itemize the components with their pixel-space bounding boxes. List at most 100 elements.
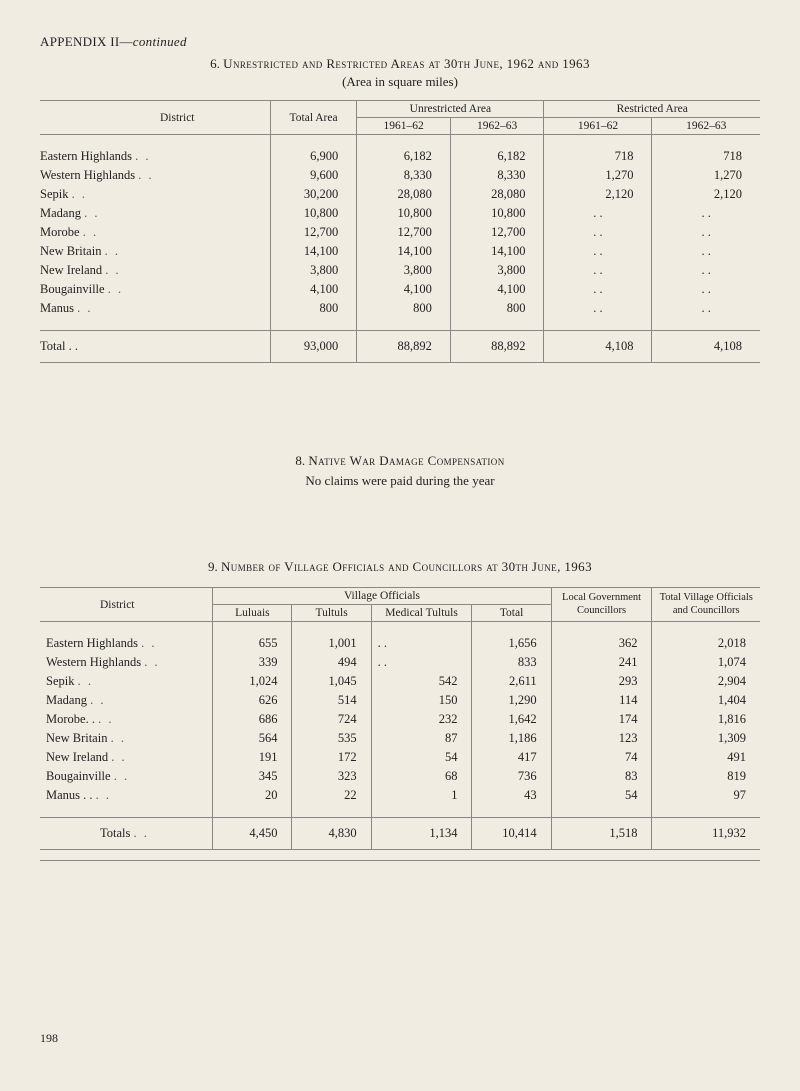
t6-total-area: 3,800 [270, 261, 356, 280]
t9-luluais: 626 [213, 691, 292, 710]
t9-total-village: 97 [652, 786, 760, 805]
table-row: Madang . .6265141501,2901141,404 [40, 691, 760, 710]
t9-total-medical: 1,134 [371, 818, 472, 850]
section-6-title: 6. Unrestricted and Restricted Areas at … [40, 56, 760, 72]
table-row: New Ireland . .1911725441774491 [40, 748, 760, 767]
t9-tultuls: 323 [292, 767, 371, 786]
t9-total: 417 [472, 748, 551, 767]
t9-row-label: Madang . . [40, 691, 213, 710]
t6-row-label: Western Highlands . . [40, 166, 270, 185]
t6-restricted-y2: 718 [652, 147, 760, 166]
t9-total: 43 [472, 786, 551, 805]
t9-total: 736 [472, 767, 551, 786]
t6-hd-unrestricted: Unrestricted Area [357, 101, 544, 118]
t6-restricted-y2: . . [652, 261, 760, 280]
table-row: Manus . . . .20221435497 [40, 786, 760, 805]
t6-unrestricted-y2: 14,100 [450, 242, 544, 261]
t9-total-village: 819 [652, 767, 760, 786]
t9-hd-district: District [40, 588, 213, 622]
t6-unrestricted-y1: 28,080 [357, 185, 451, 204]
t9-luluais: 1,024 [213, 672, 292, 691]
t9-medical: 87 [371, 729, 472, 748]
t6-hd-total-area: Total Area [270, 101, 356, 135]
t6-restricted-y2: . . [652, 280, 760, 299]
t9-row-label: Western Highlands . . [40, 653, 213, 672]
section-9-num: 9. [208, 559, 221, 574]
t9-tultuls: 514 [292, 691, 371, 710]
t9-total: 833 [472, 653, 551, 672]
t9-local-gov: 362 [551, 634, 652, 653]
t9-medical: 150 [371, 691, 472, 710]
t9-luluais: 345 [213, 767, 292, 786]
table-row: New Ireland . .3,8003,8003,800. .. . [40, 261, 760, 280]
t6-total-area: 6,900 [270, 147, 356, 166]
t9-hd-local-gov: Local Government Councillors [551, 588, 652, 622]
t6-total-area: 12,700 [270, 223, 356, 242]
table-row: Madang . .10,80010,80010,800. .. . [40, 204, 760, 223]
t6-total-r1: 4,108 [544, 331, 652, 363]
section-6-num: 6. [210, 56, 223, 71]
t9-local-gov: 174 [551, 710, 652, 729]
t9-total-row: Totals . .4,4504,8301,13410,4141,51811,9… [40, 818, 760, 850]
t6-unrestricted-y2: 28,080 [450, 185, 544, 204]
t9-medical: 68 [371, 767, 472, 786]
section-8: 8. Native War Damage Compensation No cla… [40, 453, 760, 489]
t6-total-area: 10,800 [270, 204, 356, 223]
t9-row-label: Bougainville . . [40, 767, 213, 786]
t9-total-total: 10,414 [472, 818, 551, 850]
t9-total: 1,642 [472, 710, 551, 729]
t6-restricted-y1: . . [544, 204, 652, 223]
t9-medical: . . [371, 634, 472, 653]
t6-restricted-y1: . . [544, 299, 652, 318]
t6-total-area: 4,100 [270, 280, 356, 299]
t9-local-gov: 241 [551, 653, 652, 672]
t6-restricted-y1: 718 [544, 147, 652, 166]
table-row: Bougainville . .3453236873683819 [40, 767, 760, 786]
t9-total-village: 11,932 [652, 818, 760, 850]
t9-row-label: Manus . . . . [40, 786, 213, 805]
t9-medical: . . [371, 653, 472, 672]
t6-unrestricted-y2: 12,700 [450, 223, 544, 242]
appendix-label: APPENDIX II— [40, 34, 133, 49]
table-row: New Britain . .14,10014,10014,100. .. . [40, 242, 760, 261]
t9-row-label: New Britain . . [40, 729, 213, 748]
t9-total-village: 1,816 [652, 710, 760, 729]
t6-total-area: 14,100 [270, 242, 356, 261]
t6-unrestricted-y1: 3,800 [357, 261, 451, 280]
table-row: Morobe . .12,70012,70012,700. .. . [40, 223, 760, 242]
table-row: Manus . .800800800. .. . [40, 299, 760, 318]
t6-restricted-y2: 1,270 [652, 166, 760, 185]
t6-restricted-y1: 1,270 [544, 166, 652, 185]
t9-local-gov: 123 [551, 729, 652, 748]
t9-luluais: 564 [213, 729, 292, 748]
t6-row-label: Sepik . . [40, 185, 270, 204]
section-9-title: 9. Number of Village Officials and Counc… [40, 559, 760, 575]
t6-restricted-y2: . . [652, 299, 760, 318]
table-row: New Britain . .564535871,1861231,309 [40, 729, 760, 748]
table-9: District Village Officials Local Governm… [40, 587, 760, 861]
t6-row-label: Morobe . . [40, 223, 270, 242]
table-row: Eastern Highlands . .6,9006,1826,1827187… [40, 147, 760, 166]
t9-row-label: Morobe. . . . [40, 710, 213, 729]
t6-unrestricted-y1: 4,100 [357, 280, 451, 299]
t9-total: 1,186 [472, 729, 551, 748]
t6-unrestricted-y1: 6,182 [357, 147, 451, 166]
t9-hd-luluais: Luluais [213, 605, 292, 622]
t6-restricted-y1: . . [544, 280, 652, 299]
t6-restricted-y1: . . [544, 223, 652, 242]
table-row: Sepik . .30,20028,08028,0802,1202,120 [40, 185, 760, 204]
t9-tultuls: 494 [292, 653, 371, 672]
t9-tultuls: 172 [292, 748, 371, 767]
t6-row-label: Manus . . [40, 299, 270, 318]
t6-total-u2: 88,892 [450, 331, 544, 363]
t6-unrestricted-y1: 12,700 [357, 223, 451, 242]
t9-luluais: 191 [213, 748, 292, 767]
section-8-caps: Native War Damage Compensation [308, 453, 504, 468]
table-row: Western Highlands . .339494. .8332411,07… [40, 653, 760, 672]
table-row: Sepik . .1,0241,0455422,6112932,904 [40, 672, 760, 691]
t9-total: 2,611 [472, 672, 551, 691]
section-6-caps: Unrestricted and Restricted Areas at 30t… [223, 56, 590, 71]
section-8-title: 8. Native War Damage Compensation [40, 453, 760, 469]
t9-luluais: 655 [213, 634, 292, 653]
t6-total-area: 30,200 [270, 185, 356, 204]
